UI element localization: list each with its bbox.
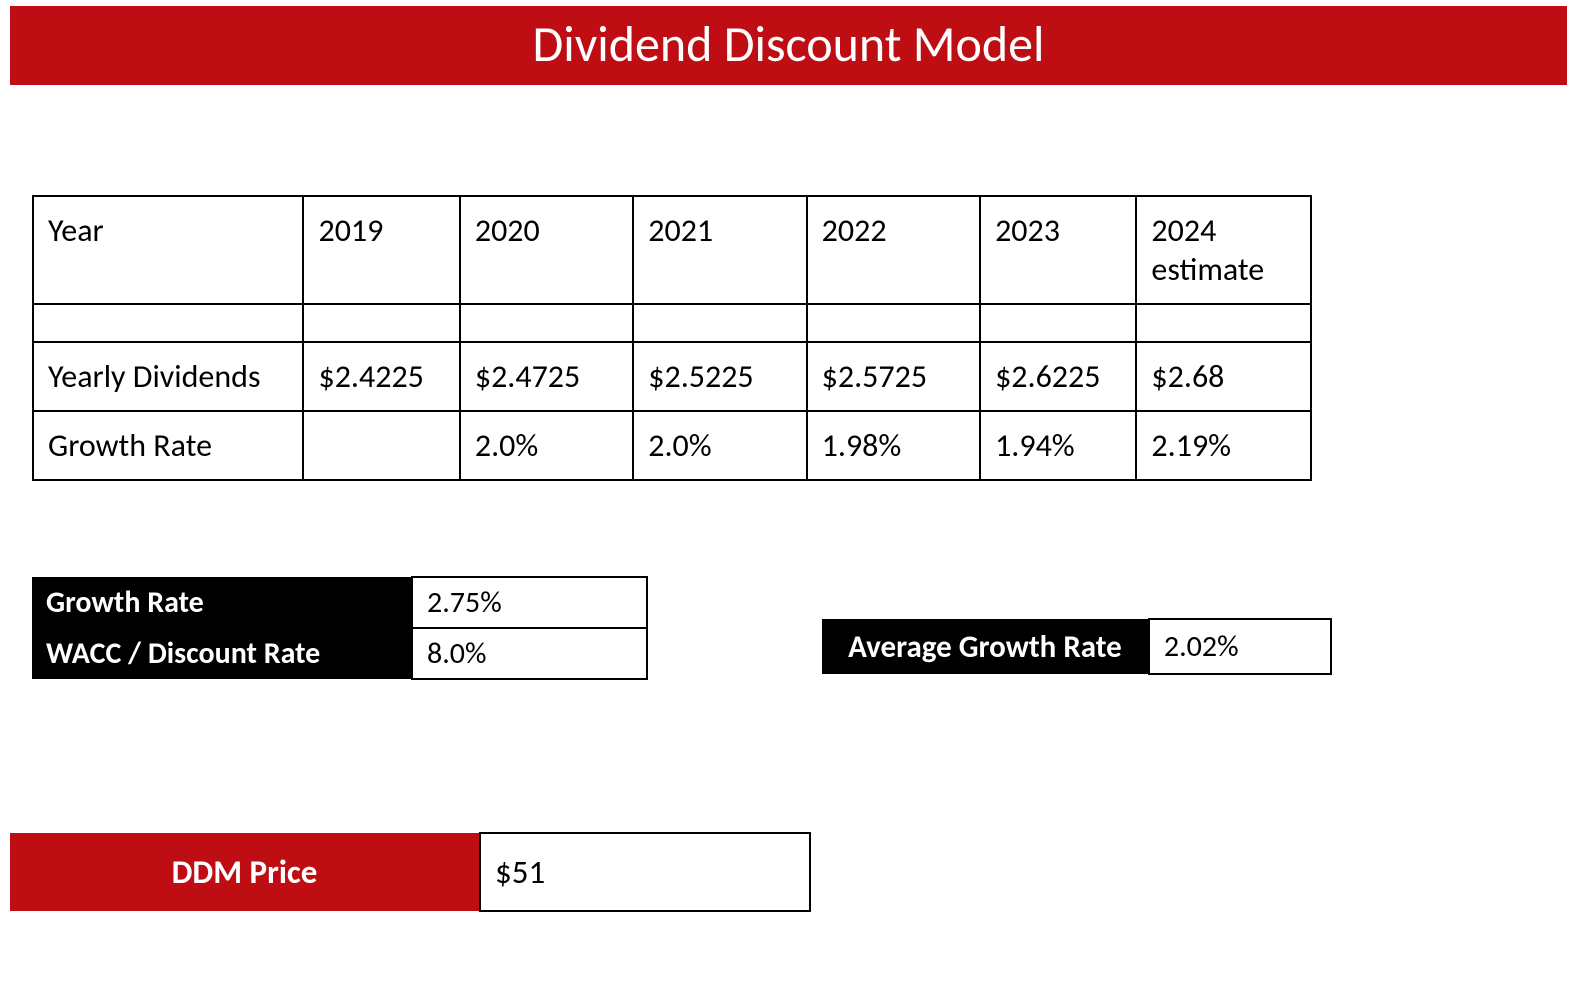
spacer-cell <box>460 304 633 342</box>
spacer-cell <box>303 304 459 342</box>
col-2020: 2020 <box>460 196 633 304</box>
dividend-2024: $2.68 <box>1136 342 1311 411</box>
dividend-2020: $2.4725 <box>460 342 633 411</box>
ddm-price-label: DDM Price <box>10 833 480 911</box>
growth-2023: 1.94% <box>980 411 1136 480</box>
dividends-table: Year 2019 2020 2021 2022 2023 2024 estim… <box>32 195 1312 481</box>
growth-2020: 2.0% <box>460 411 633 480</box>
param-wacc-value: 8.0% <box>412 628 647 679</box>
avg-growth-label: Average Growth Rate <box>822 619 1149 674</box>
param-row-growth-rate: Growth Rate 2.75% <box>32 577 647 628</box>
dividend-2022: $2.5725 <box>807 342 980 411</box>
col-2024-estimate: 2024 estimate <box>1136 196 1311 304</box>
avg-growth-value: 2.02% <box>1149 619 1331 674</box>
params-table: Growth Rate 2.75% WACC / Discount Rate 8… <box>32 576 648 680</box>
growth-2024: 2.19% <box>1136 411 1311 480</box>
param-row-wacc: WACC / Discount Rate 8.0% <box>32 628 647 679</box>
spacer-cell <box>980 304 1136 342</box>
table-spacer-row <box>33 304 1311 342</box>
spacer-cell <box>633 304 806 342</box>
params-section: Growth Rate 2.75% WACC / Discount Rate 8… <box>32 576 1332 680</box>
param-growth-rate-label: Growth Rate <box>32 577 412 628</box>
growth-2019 <box>303 411 459 480</box>
spacer-cell <box>807 304 980 342</box>
avg-growth-block: Average Growth Rate 2.02% <box>822 618 1332 675</box>
title-bar: Dividend Discount Model <box>10 6 1567 85</box>
dividend-2023: $2.6225 <box>980 342 1136 411</box>
ddm-price-table: DDM Price $51 <box>10 832 811 912</box>
row-label-dividends: Yearly Dividends <box>33 342 303 411</box>
avg-growth-table: Average Growth Rate 2.02% <box>822 618 1332 675</box>
avg-growth-row: Average Growth Rate 2.02% <box>822 619 1331 674</box>
dividend-2021: $2.5225 <box>633 342 806 411</box>
col-year-label: Year <box>33 196 303 304</box>
ddm-price-row: DDM Price $51 <box>10 833 810 911</box>
col-2019: 2019 <box>303 196 459 304</box>
param-wacc-label: WACC / Discount Rate <box>32 628 412 679</box>
col-2023: 2023 <box>980 196 1136 304</box>
page-title: Dividend Discount Model <box>532 14 1044 75</box>
table-header-row: Year 2019 2020 2021 2022 2023 2024 estim… <box>33 196 1311 304</box>
ddm-price-value: $51 <box>480 833 810 911</box>
spacer-cell <box>33 304 303 342</box>
table-row-dividends: Yearly Dividends $2.4225 $2.4725 $2.5225… <box>33 342 1311 411</box>
ddm-price-block: DDM Price $51 <box>10 832 811 912</box>
dividend-2019: $2.4225 <box>303 342 459 411</box>
row-label-growth: Growth Rate <box>33 411 303 480</box>
params-left-block: Growth Rate 2.75% WACC / Discount Rate 8… <box>32 576 648 680</box>
growth-2022: 1.98% <box>807 411 980 480</box>
col-2022: 2022 <box>807 196 980 304</box>
col-2021: 2021 <box>633 196 806 304</box>
table-row-growth: Growth Rate 2.0% 2.0% 1.98% 1.94% 2.19% <box>33 411 1311 480</box>
growth-2021: 2.0% <box>633 411 806 480</box>
spacer-cell <box>1136 304 1311 342</box>
param-growth-rate-value: 2.75% <box>412 577 647 628</box>
